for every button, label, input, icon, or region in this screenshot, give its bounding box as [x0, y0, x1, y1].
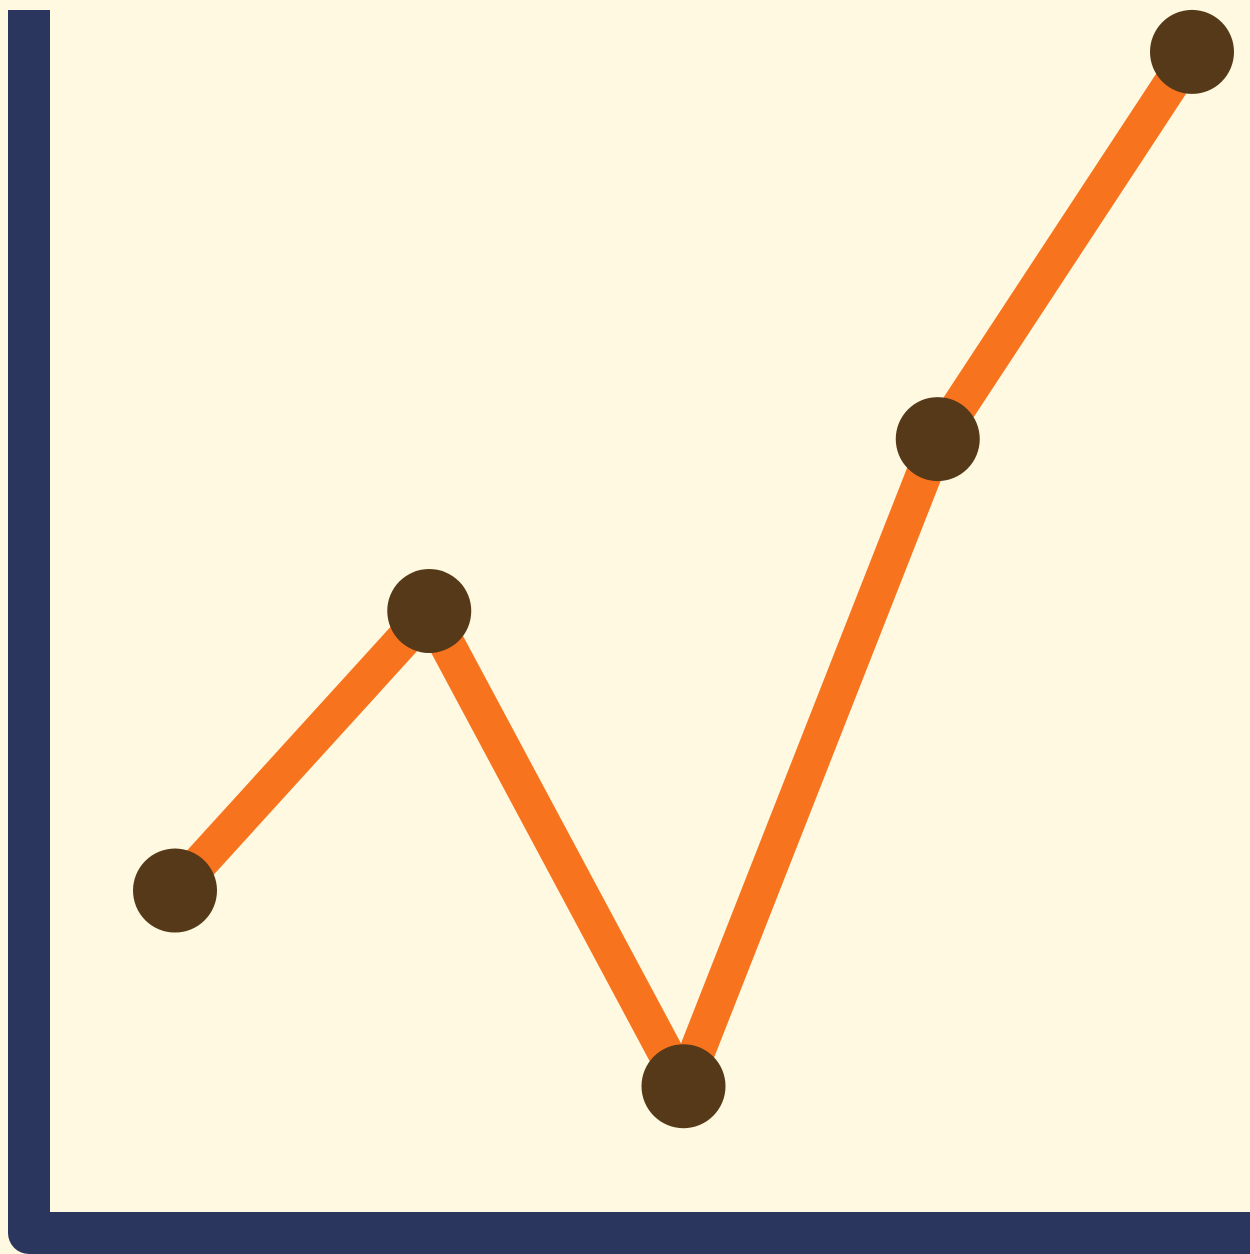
series-layer — [161, 42, 1208, 1095]
data-point-3 — [641, 1044, 726, 1129]
line-segment-3 — [666, 432, 955, 1093]
data-point-1 — [133, 848, 217, 933]
data-point-5 — [1150, 9, 1234, 94]
line-segment-1 — [161, 598, 443, 903]
marker-layer — [133, 9, 1234, 1129]
line-segment-4 — [922, 42, 1208, 449]
data-point-4 — [895, 397, 980, 482]
chart-axes — [8, 10, 1250, 1254]
data-point-2 — [387, 569, 472, 653]
line-segment-2 — [413, 602, 700, 1095]
